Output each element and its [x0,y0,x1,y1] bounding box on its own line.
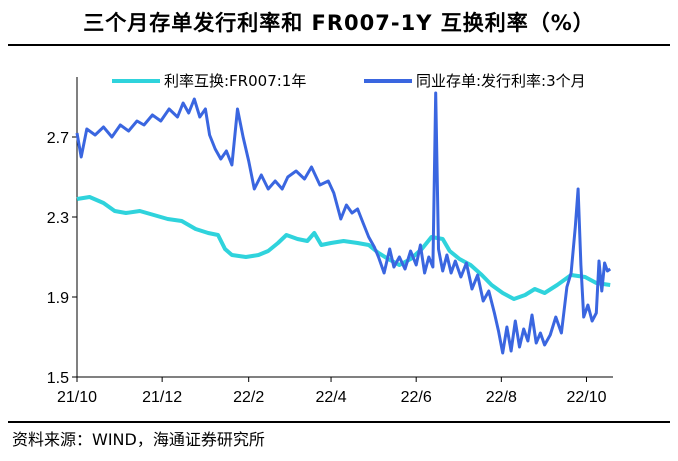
source-divider [8,421,670,423]
x-tick-label: 22/8 [486,389,517,406]
x-tick-label: 21/12 [142,389,182,406]
x-axis-ticks: 21/10 21/12 22/2 22/4 22/6 22/8 22/10 [57,377,607,406]
y-tick-label: 1.5 [47,370,69,387]
y-tick-label: 1.9 [47,290,69,307]
x-tick-label: 22/10 [566,389,606,406]
legend-label-ncd: 同业存单:发行利率:3个月 [416,72,586,90]
source-note: 资料来源：WIND，海通证券研究所 [12,430,265,449]
x-tick-label: 21/10 [57,389,97,406]
title-divider [8,44,670,46]
legend: 利率互换:FR007:1年 同业存单:发行利率:3个月 [112,72,586,90]
series-line-ncd [75,91,612,355]
legend-label-irs: 利率互换:FR007:1年 [164,72,306,90]
x-tick-label: 22/4 [315,389,346,406]
series-line-irs [76,195,611,301]
x-tick-label: 22/6 [401,389,432,406]
plot-area [75,91,612,355]
y-tick-label: 2.3 [47,210,69,227]
page-title: 三个月存单发行利率和 FR007-1Y 互换利率（%） [83,11,595,35]
x-tick-label: 22/2 [233,389,264,406]
y-tick-label: 2.7 [47,130,69,147]
y-axis-ticks: 1.5 1.9 2.3 2.7 [47,130,77,387]
